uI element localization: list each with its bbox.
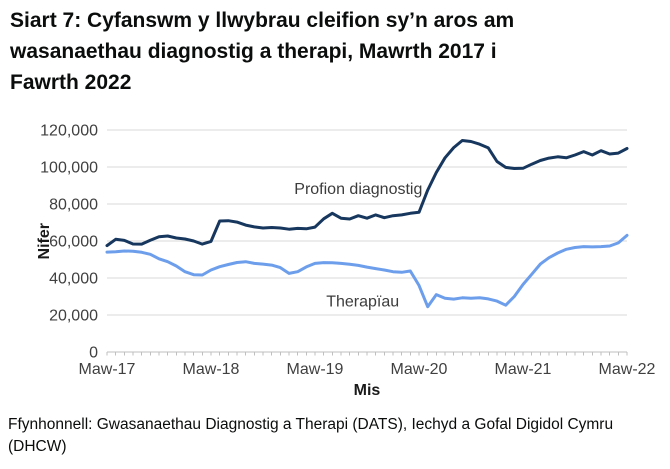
- chart-title-line-3: Fawrth 2022: [10, 71, 132, 94]
- series-line-1: [105, 233, 629, 309]
- x-axis-title: Mis: [353, 382, 381, 399]
- chart-title-line-1: Siart 7: Cyfanswm y llwybrau cleifion sy…: [10, 9, 515, 32]
- source-note: Ffynhonnell: Gwasanaethau Diagnostig a T…: [8, 416, 614, 455]
- x-tick-label: Maw-20: [391, 361, 448, 378]
- x-tick-label: Maw-18: [183, 361, 240, 378]
- series-inline-label: Therapïau: [326, 294, 399, 311]
- y-tick-label: 80,000: [49, 197, 98, 214]
- chart-title: Siart 7: Cyfanswm y llwybrau cleifion sy…: [10, 5, 660, 98]
- chart-title-line-2: wasanaethau diagnostig a therapi, Mawrth…: [10, 40, 497, 63]
- y-tick-label: 120,000: [40, 123, 98, 140]
- line-chart-svg: 0 20,000 40,000 60,000 80,000 100,000 120,000 M…: [40, 123, 656, 379]
- line-chart: 0 20,000 40,000 60,000 80,000 100,000 120,000 M…: [0, 115, 670, 383]
- series-inline-label: Profion diagnostig: [294, 181, 422, 198]
- x-tick-label: Maw-21: [495, 361, 552, 378]
- y-tick-label: 40,000: [49, 271, 98, 288]
- x-tick-label: Maw-19: [287, 361, 344, 378]
- series-line-0: [105, 139, 629, 248]
- x-tick-label: Maw-22: [599, 361, 656, 378]
- y-tick-label: 60,000: [49, 234, 98, 251]
- y-tick-label: 100,000: [40, 160, 98, 177]
- x-tick-label: Maw-17: [79, 361, 136, 378]
- y-tick-label: 0: [89, 345, 98, 362]
- y-tick-label: 20,000: [49, 308, 98, 325]
